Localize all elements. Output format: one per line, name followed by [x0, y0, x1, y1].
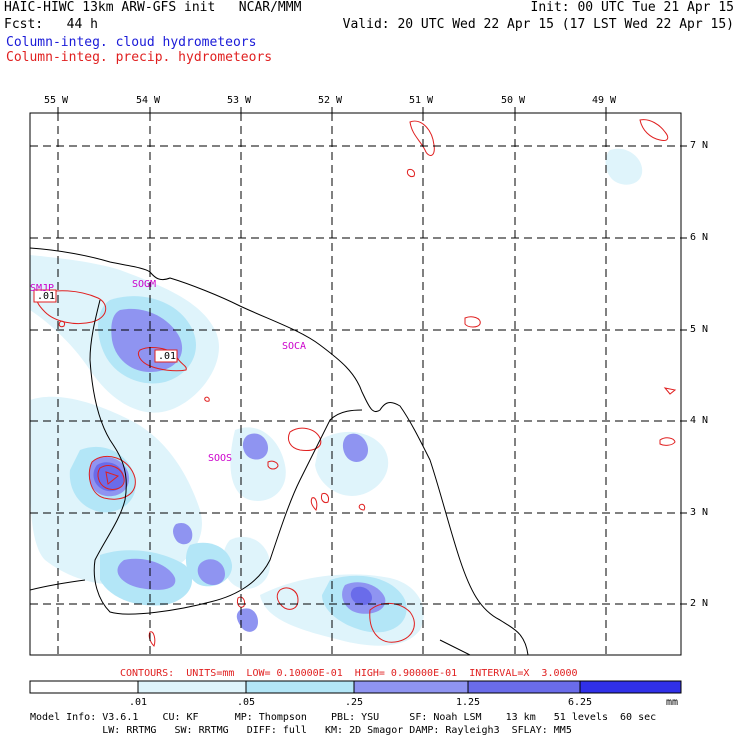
colorbar-tick-label: .05 — [236, 697, 256, 708]
station-label-smjp: SMJP — [30, 283, 55, 294]
colorbar-tick-label: .01 — [128, 697, 148, 708]
model-info-line1: Model Info: V3.6.1 CU: KF MP: Thompson P… — [30, 712, 657, 723]
init-time: Init: 00 UTC Tue 21 Apr 15 — [530, 0, 735, 15]
lat-label: 6 N — [690, 232, 709, 243]
contour-value-label: .01 — [37, 291, 56, 302]
lon-label: 51 W — [409, 95, 434, 106]
station-label-sogm: SOGM — [132, 279, 157, 290]
lon-label: 50 W — [501, 95, 526, 106]
colorbar — [29, 680, 682, 694]
model-info-line2: LW: RRTMG SW: RRTMG DIFF: full KM: 2D Sm… — [30, 725, 572, 736]
contour-label-box — [33, 289, 57, 303]
lat-label: 7 N — [690, 140, 709, 151]
lat-label: 5 N — [690, 324, 709, 335]
lon-label: 53 W — [227, 95, 252, 106]
station-label-soos: SOOS — [208, 453, 233, 464]
station-label-soca: SOCA — [282, 341, 307, 352]
lon-label: 54 W — [136, 95, 161, 106]
colorbar-tick-label: 6.25 — [567, 697, 593, 708]
contour-value-label: .01 — [158, 351, 177, 362]
contour-label-box — [154, 349, 178, 363]
colorbar-units: mm — [665, 697, 679, 708]
field-cloud-label: Column-integ. cloud hydrometeors — [6, 35, 257, 50]
lon-label: 49 W — [592, 95, 617, 106]
colorbar-tick-label: 1.25 — [455, 697, 481, 708]
lat-label: 2 N — [690, 598, 709, 609]
lon-label: 52 W — [318, 95, 343, 106]
plot-frame — [29, 112, 682, 656]
contours-info: CONTOURS: UNITS=mm LOW= 0.10000E-01 HIGH… — [120, 668, 578, 679]
lat-label: 4 N — [690, 415, 709, 426]
forecast-hour: Fcst: 44 h — [4, 17, 98, 32]
lat-label: 3 N — [690, 507, 709, 518]
valid-time: Valid: 20 UTC Wed 22 Apr 15 (17 LST Wed … — [342, 17, 734, 32]
field-precip-label: Column-integ. precip. hydrometeors — [6, 50, 273, 65]
lat-lon-grid — [30, 113, 681, 655]
axis-ticks — [57, 107, 687, 605]
lon-label: 55 W — [44, 95, 69, 106]
colorbar-tick-label: .25 — [344, 697, 364, 708]
title-left: HAIC-HIWC 13km ARW-GFS init NCAR/MMM — [4, 0, 302, 15]
